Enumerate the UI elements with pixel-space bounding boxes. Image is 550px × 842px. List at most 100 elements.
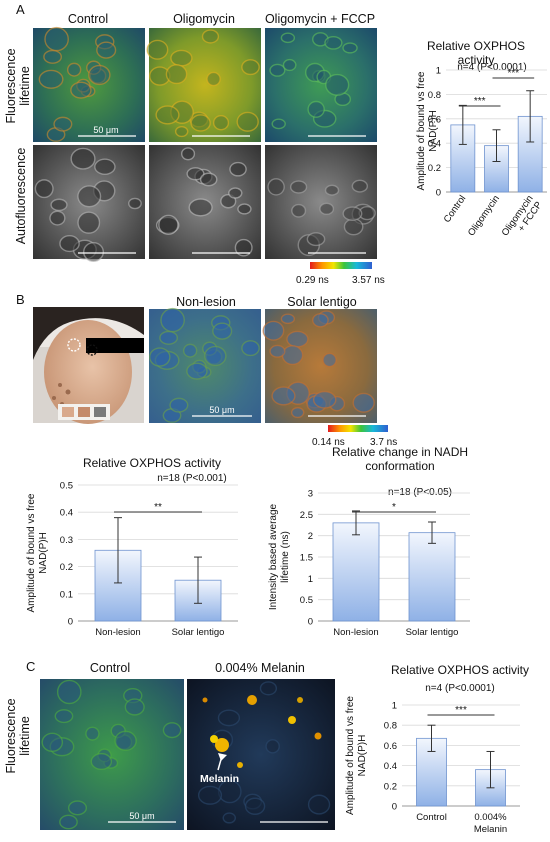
cell <box>342 42 358 54</box>
chart-title: Relative OXPHOS activity <box>391 663 529 677</box>
y-tick-label: 0.4 <box>60 508 73 519</box>
chart-c: Relative OXPHOS activity n=4 (P<0.0001) 0 0… <box>345 663 529 835</box>
cell <box>182 343 198 358</box>
colorbar-b-min: 0.14 ns <box>312 437 345 448</box>
cell <box>234 238 253 257</box>
cell <box>241 340 260 357</box>
colorbar-b-max: 3.7 ns <box>370 437 397 448</box>
bar <box>408 532 456 622</box>
x-tick-label: Solar lentigo <box>406 627 459 638</box>
cell <box>307 794 331 815</box>
cell <box>70 147 96 170</box>
significance-label: *** <box>474 96 486 107</box>
colorbar-a-max: 3.57 ns <box>352 275 385 286</box>
cell <box>188 198 213 217</box>
cell <box>312 313 329 328</box>
colorbar-b <box>328 425 388 432</box>
cell <box>174 125 189 138</box>
panel-b-label: B <box>16 292 25 307</box>
cell <box>352 392 375 413</box>
chart-b1: Relative OXPHOS activity n=18 (P<0.001) 0 0… <box>26 456 238 638</box>
melanin-arrow-head <box>218 753 227 761</box>
y-tick-label: 0.6 <box>384 741 397 752</box>
cell <box>241 59 260 76</box>
cell <box>77 211 101 234</box>
y-axis-label: Amplitude of bound vs freeNAD(P)H <box>26 493 49 612</box>
cell-texture-b <box>148 307 375 423</box>
panel-b-col-solar: Solar lentigo <box>287 295 357 309</box>
colorbar-a-min: 0.29 ns <box>296 275 329 286</box>
y-tick-label: 0 <box>308 617 313 628</box>
y-axis-label: Amplitude of bound vs freeNAD(P)H <box>416 71 439 190</box>
cell <box>271 118 286 130</box>
cell <box>43 49 63 64</box>
y-axis-label: Amplitude of bound vs freeNAD(P)H <box>345 696 368 815</box>
cell <box>217 709 241 727</box>
panel-a-label: A <box>16 2 25 17</box>
chart-title: activity <box>458 53 495 67</box>
y-tick-label: 0.2 <box>428 163 441 174</box>
cell <box>128 197 142 210</box>
cell <box>206 71 221 87</box>
x-tick-label: Control <box>416 812 447 823</box>
cell <box>186 362 208 380</box>
y-tick-label: 0.8 <box>428 90 441 101</box>
cell <box>88 64 111 86</box>
cell <box>90 752 113 771</box>
panel-a-col-fccp: Oligomycin + FCCP <box>265 12 375 26</box>
x-tick-label: 0.004% Melanin <box>474 812 507 835</box>
cell <box>286 330 309 348</box>
cell <box>306 232 326 247</box>
y-tick-label: 0 <box>392 802 397 813</box>
y-tick-label: 1 <box>308 574 313 585</box>
panel-c-col-melanin: 0.004% Melanin <box>215 661 305 675</box>
cell <box>124 698 145 716</box>
y-tick-label: 1.5 <box>300 553 313 564</box>
cell <box>155 105 180 125</box>
y-tick-label: 0.5 <box>300 595 313 606</box>
cell <box>197 785 223 805</box>
cell <box>59 235 80 253</box>
cell <box>96 41 117 59</box>
cell <box>319 202 335 216</box>
cell <box>82 241 105 262</box>
cell <box>267 178 285 196</box>
y-tick-label: 0.3 <box>60 535 73 546</box>
cell <box>212 322 233 340</box>
patient-photo <box>33 307 144 424</box>
chart-title: Relative change in NADH <box>332 445 468 459</box>
cell-texture-a <box>34 26 376 262</box>
cell <box>212 114 230 131</box>
cell <box>50 198 68 212</box>
y-tick-label: 2.5 <box>300 510 313 521</box>
colorbar-a <box>310 262 372 269</box>
melanin-granules <box>202 695 322 768</box>
cell <box>290 406 305 419</box>
cell <box>325 73 350 96</box>
scale-bar-a-label: 50 μm <box>93 125 118 135</box>
cell <box>259 681 278 696</box>
cell <box>342 206 363 221</box>
cell <box>67 800 88 816</box>
x-tick-label: Non-lesion <box>95 627 140 638</box>
cell <box>94 158 116 175</box>
cell <box>148 347 171 367</box>
y-tick-label: 2 <box>308 531 313 542</box>
cell <box>190 114 211 132</box>
cell <box>271 386 296 406</box>
y-tick-label: 0 <box>68 617 73 628</box>
y-tick-label: 0.6 <box>428 114 441 125</box>
cell <box>66 62 82 77</box>
cell <box>54 709 74 724</box>
chart-stat: n=18 (P<0.05) <box>388 487 452 498</box>
significance-label: ** <box>154 502 162 513</box>
y-tick-label: 0.2 <box>384 781 397 792</box>
cell <box>351 179 369 193</box>
cell <box>159 330 179 345</box>
cell <box>165 64 188 85</box>
cell <box>114 730 137 751</box>
cell <box>199 172 218 187</box>
panel-a-row-lifetime: Fluorescencelifetime <box>4 48 32 123</box>
